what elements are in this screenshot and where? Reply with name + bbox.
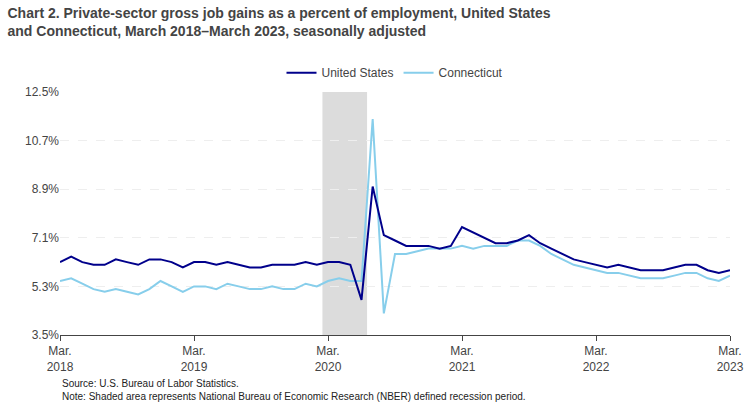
svg-text:United States: United States [322, 66, 394, 80]
svg-text:Mar.2022: Mar.2022 [583, 344, 610, 374]
svg-text:10.7%: 10.7% [25, 134, 59, 148]
svg-text:8.9%: 8.9% [32, 182, 60, 196]
svg-text:5.3%: 5.3% [32, 280, 60, 294]
svg-text:7.1%: 7.1% [32, 231, 60, 245]
svg-text:Mar.2021: Mar.2021 [449, 344, 476, 374]
svg-text:Mar.2020: Mar.2020 [315, 344, 342, 374]
svg-text:Source: U.S. Bureau of Labor S: Source: U.S. Bureau of Labor Statistics.… [62, 378, 526, 402]
svg-text:Mar.2023: Mar.2023 [717, 344, 744, 374]
svg-text:3.5%: 3.5% [32, 328, 60, 342]
svg-text:Mar.2018: Mar.2018 [47, 344, 74, 374]
svg-text:Chart 2. Private-sector gross: Chart 2. Private-sector gross job gains … [8, 5, 551, 39]
svg-text:Mar.2019: Mar.2019 [181, 344, 208, 374]
svg-text:12.5%: 12.5% [25, 85, 59, 99]
svg-text:Connecticut: Connecticut [439, 66, 503, 80]
